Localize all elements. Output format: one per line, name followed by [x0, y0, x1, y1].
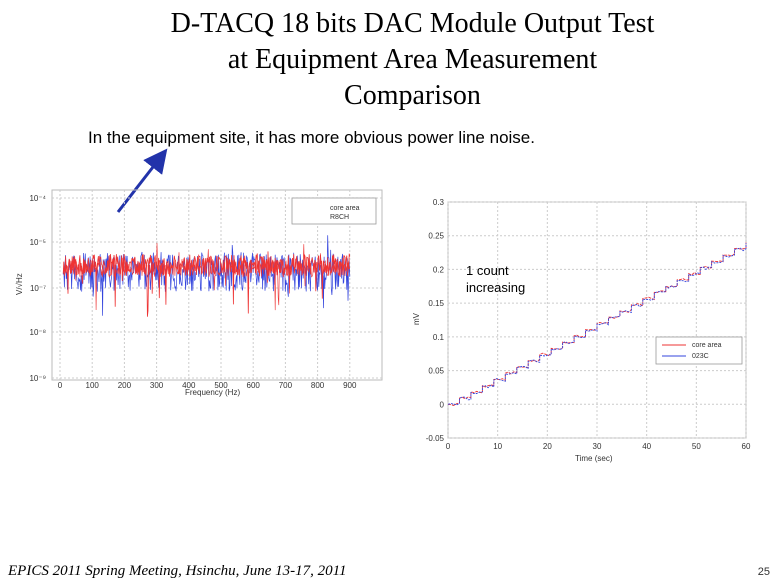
- staircase-legend-entry-1: core area: [692, 342, 722, 349]
- spectrum-x-tick: 500: [214, 381, 228, 390]
- staircase-x-tick: 10: [493, 442, 502, 451]
- spectrum-chart: 0 100 200 300 400 500 600 700 800 900 10⁻⁴ 10⁻⁵ 10⁻…: [15, 189, 383, 397]
- staircase-y-tick: 0.2: [433, 265, 445, 274]
- page-number: 25: [757, 566, 770, 578]
- callout-line-2: increasing: [466, 280, 526, 295]
- staircase-x-tick: 60: [742, 442, 751, 451]
- spectrum-legend: [291, 197, 377, 225]
- staircase-legend-entry-2: 023C: [692, 353, 709, 360]
- spectrum-x-tick: 300: [150, 381, 164, 390]
- staircase-x-tick: 0: [446, 442, 451, 451]
- spectrum-x-tick: 900: [343, 381, 357, 390]
- staircase-y-tick: -0.05: [426, 434, 445, 443]
- staircase-y-tick: 0.25: [428, 232, 444, 241]
- spectrum-y-tick: 10⁻⁹: [29, 374, 46, 383]
- spectrum-plot-frame: [51, 189, 383, 381]
- staircase-x-tick: 20: [543, 442, 552, 451]
- spectrum-y-tick: 10⁻⁸: [30, 328, 47, 337]
- spectrum-trace-blue: [62, 235, 351, 316]
- spectrum-x-tick: 0: [58, 381, 63, 390]
- callout-arrow: [116, 148, 168, 213]
- spectrum-legend-entry-2: R8CH: [330, 214, 349, 221]
- staircase-series-1: [447, 242, 747, 406]
- staircase-y-tick: 0.05: [428, 367, 444, 376]
- title-line-3: Comparison: [344, 80, 481, 111]
- title-line-1: D-TACQ 18 bits DAC Module Output Test: [170, 8, 655, 39]
- spectrum-x-tick: 800: [311, 381, 325, 390]
- spectrum-y-tick: 10⁻⁴: [29, 194, 46, 203]
- staircase-y-tick: 0.15: [428, 299, 444, 308]
- spectrum-x-tick: 200: [118, 381, 132, 390]
- spectrum-trace-red: [62, 251, 351, 317]
- staircase-x-tick: 50: [692, 442, 701, 451]
- footer-text: EPICS 2011 Spring Meeting, Hsinchu, June…: [8, 563, 347, 579]
- spectrum-x-tick: 600: [247, 381, 261, 390]
- staircase-x-tick: 30: [593, 442, 602, 451]
- spectrum-y-tick: 10⁻⁵: [30, 238, 46, 247]
- spectrum-y-tick: 10⁻⁷: [30, 284, 46, 293]
- staircase-series-2: [447, 243, 747, 406]
- staircase-ylabel: mV: [412, 312, 421, 325]
- staircase-xlabel: Time (sec): [575, 454, 613, 463]
- slide-subtitle: In the equipment site, it has more obvio…: [88, 128, 535, 147]
- spectrum-x-tick: 700: [279, 381, 293, 390]
- spectrum-xlabel: Frequency (Hz): [185, 388, 240, 397]
- spectrum-x-tick: 400: [182, 381, 196, 390]
- spectrum-trace-red-2: [62, 242, 351, 311]
- staircase-chart: 0 10 20 30 40 50 60 0.30.250.20.150.10.050-0.0…: [412, 198, 751, 463]
- staircase-x-tick: 40: [642, 442, 651, 451]
- staircase-y-tick: 0.1: [433, 333, 445, 342]
- slide-title: D-TACQ 18 bits DAC Module Output Test at…: [60, 6, 765, 114]
- callout-label: 1 count increasing: [466, 262, 525, 296]
- staircase-legend: [655, 336, 743, 365]
- title-line-2: at Equipment Area Measurement: [227, 44, 598, 75]
- spectrum-ylabel: V/√Hz: [15, 273, 24, 295]
- spectrum-legend-entry-1: core area: [330, 205, 360, 212]
- staircase-y-tick: 0.3: [433, 198, 445, 207]
- callout-line-1: 1 count: [466, 263, 509, 278]
- spectrum-x-tick: 100: [86, 381, 100, 390]
- staircase-y-tick: 0: [440, 400, 445, 409]
